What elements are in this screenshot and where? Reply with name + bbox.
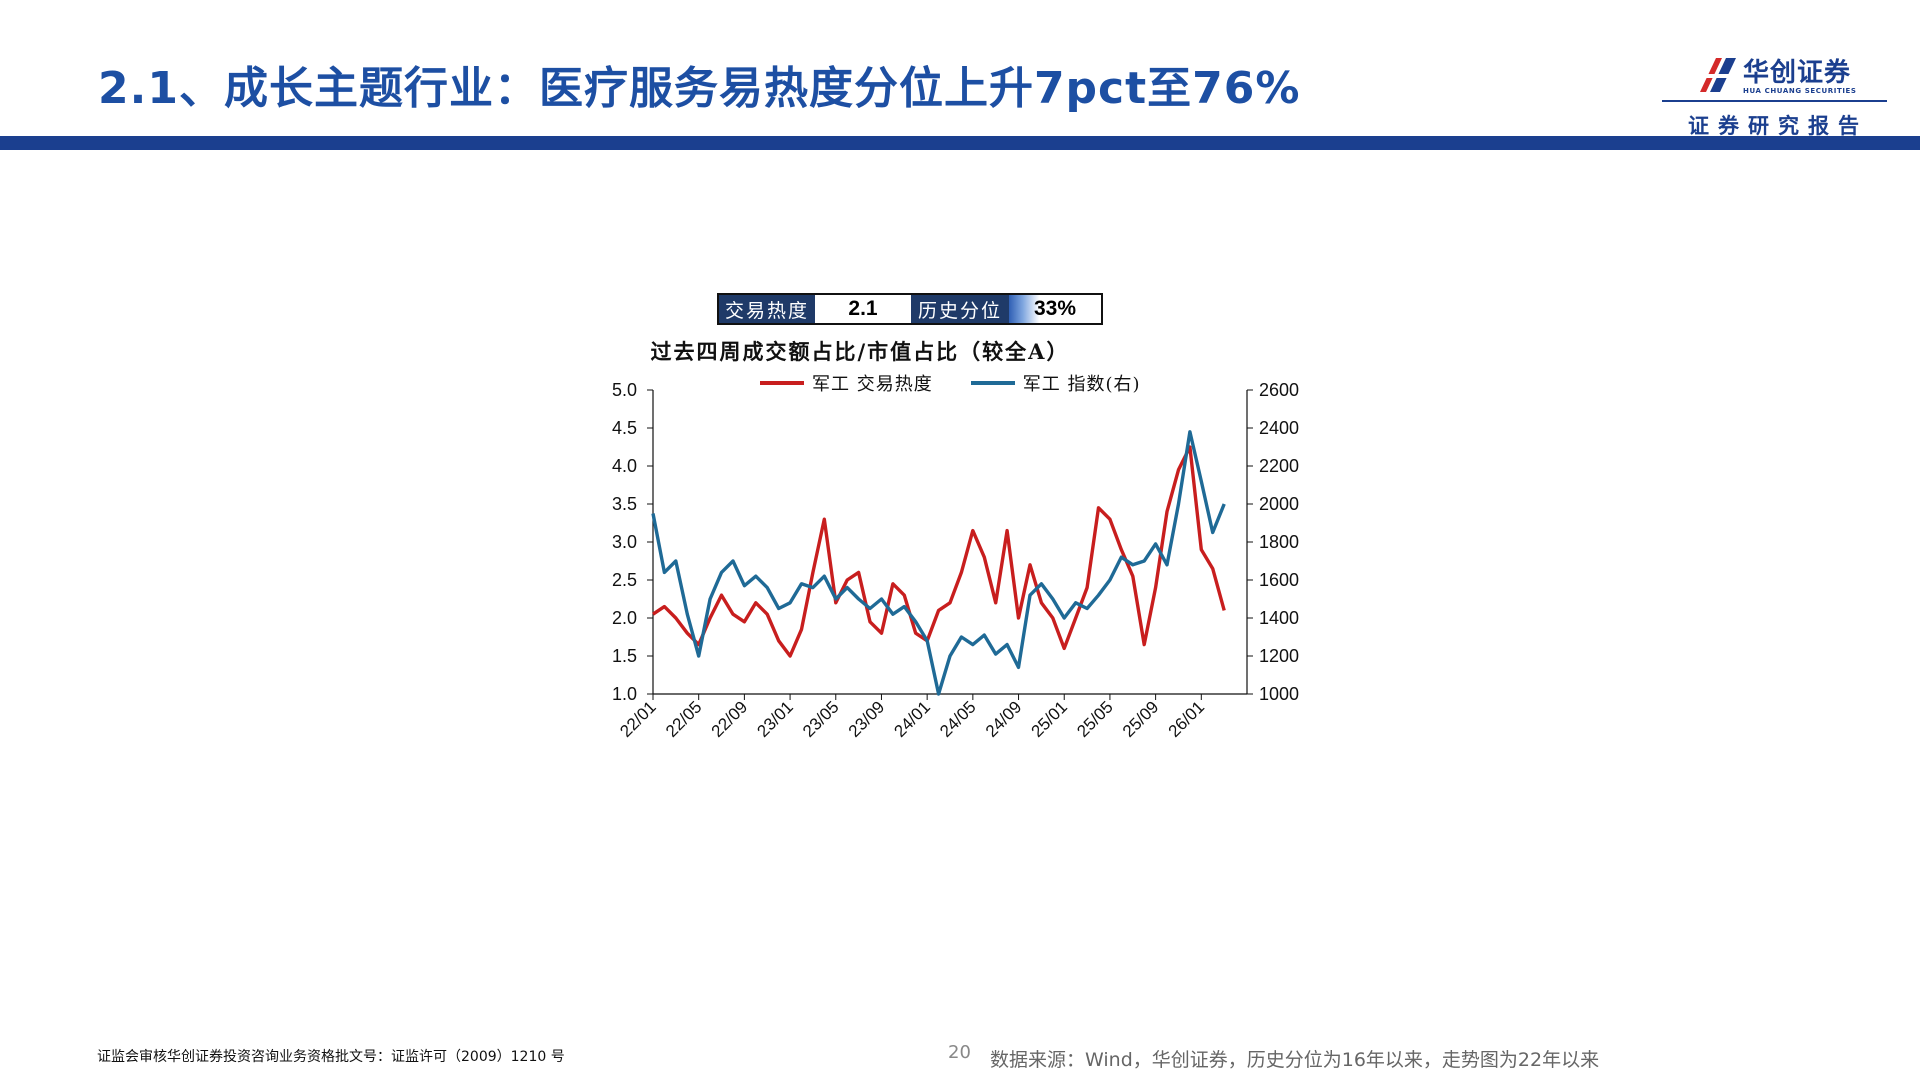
y-left-tick-label: 3.5 bbox=[612, 494, 637, 514]
y-right-tick-label: 1600 bbox=[1259, 570, 1299, 590]
y-right-tick-label: 2200 bbox=[1259, 456, 1299, 476]
x-tick-label: 24/01 bbox=[890, 697, 934, 741]
logo: 华创证券 HUA CHUANG SECURITIES bbox=[1743, 52, 1857, 95]
legend-item-heat: 军工 交易热度 bbox=[760, 370, 933, 396]
logo-name: 华创证券 bbox=[1743, 58, 1852, 88]
x-tick-label: 25/05 bbox=[1073, 697, 1117, 741]
y-left-tick-label: 4.0 bbox=[612, 456, 637, 476]
page-title: 2.1、成长主题行业：医疗服务易热度分位上升7pct至76% bbox=[98, 63, 1301, 114]
index-series-line bbox=[651, 430, 1226, 696]
legend-label-heat: 军工 交易热度 bbox=[812, 374, 933, 395]
x-tick-label: 25/09 bbox=[1119, 697, 1163, 741]
page-number: 20 bbox=[948, 1042, 971, 1063]
percentile-label: 历史分位 bbox=[911, 295, 1009, 323]
y-right-tick-label: 2000 bbox=[1259, 494, 1299, 514]
x-tick-label: 24/05 bbox=[936, 697, 980, 741]
heat-summary-box: 交易热度 2.1 历史分位 33% bbox=[717, 293, 1103, 325]
chart-legend: 军工 交易热度 军工 指数(右) bbox=[760, 370, 1141, 396]
y-left-tick-label: 3.0 bbox=[612, 532, 637, 552]
x-tick-label: 22/05 bbox=[662, 697, 706, 741]
footer-license: 证监会审核华创证券投资咨询业务资格批文号：证监许可（2009）1210 号 bbox=[97, 1049, 565, 1065]
y-left-tick-label: 2.5 bbox=[612, 570, 637, 590]
x-tick-label: 24/09 bbox=[982, 697, 1026, 741]
x-tick-label: 23/05 bbox=[799, 697, 843, 741]
percentile-value: 33% bbox=[1009, 295, 1101, 323]
y-right-tick-label: 1200 bbox=[1259, 646, 1299, 666]
y-right-tick-label: 1800 bbox=[1259, 532, 1299, 552]
y-right-tick-label: 2400 bbox=[1259, 418, 1299, 438]
legend-swatch-index bbox=[970, 381, 1015, 385]
heat-label: 交易热度 bbox=[719, 295, 815, 323]
logo-mark bbox=[1700, 58, 1736, 92]
y-right-tick-label: 1000 bbox=[1259, 684, 1299, 704]
heat-value: 2.1 bbox=[815, 295, 911, 323]
logo-divider bbox=[1662, 100, 1887, 102]
chart-title: 过去四周成交额占比/市值占比（较全A） bbox=[650, 339, 1070, 364]
y-left-tick-label: 2.0 bbox=[612, 608, 637, 628]
x-tick-label: 25/01 bbox=[1028, 697, 1072, 741]
legend-label-index: 军工 指数(右) bbox=[1022, 374, 1141, 395]
y-right-tick-label: 1400 bbox=[1259, 608, 1299, 628]
legend-swatch-heat bbox=[760, 381, 804, 385]
y-left-tick-label: 1.0 bbox=[612, 684, 637, 704]
heat-series-line bbox=[652, 445, 1226, 658]
x-tick-label: 22/09 bbox=[708, 697, 752, 741]
data-source: 数据来源：Wind，华创证券，历史分位为16年以来，走势图为22年以来 bbox=[990, 1049, 1600, 1071]
y-right-tick-label: 2600 bbox=[1259, 380, 1299, 400]
y-left-tick-label: 1.5 bbox=[612, 646, 637, 666]
y-left-tick-label: 5.0 bbox=[612, 380, 637, 400]
header-bar bbox=[0, 136, 1920, 150]
report-label: 证券研究报告 bbox=[1688, 114, 1868, 138]
x-tick-label: 23/09 bbox=[845, 697, 889, 741]
x-tick-label: 26/01 bbox=[1165, 697, 1209, 741]
legend-item-index: 军工 指数(右) bbox=[970, 370, 1141, 396]
x-tick-label: 23/01 bbox=[753, 697, 797, 741]
y-left-tick-label: 4.5 bbox=[612, 418, 637, 438]
logo-subtitle: HUA CHUANG SECURITIES bbox=[1743, 87, 1857, 95]
